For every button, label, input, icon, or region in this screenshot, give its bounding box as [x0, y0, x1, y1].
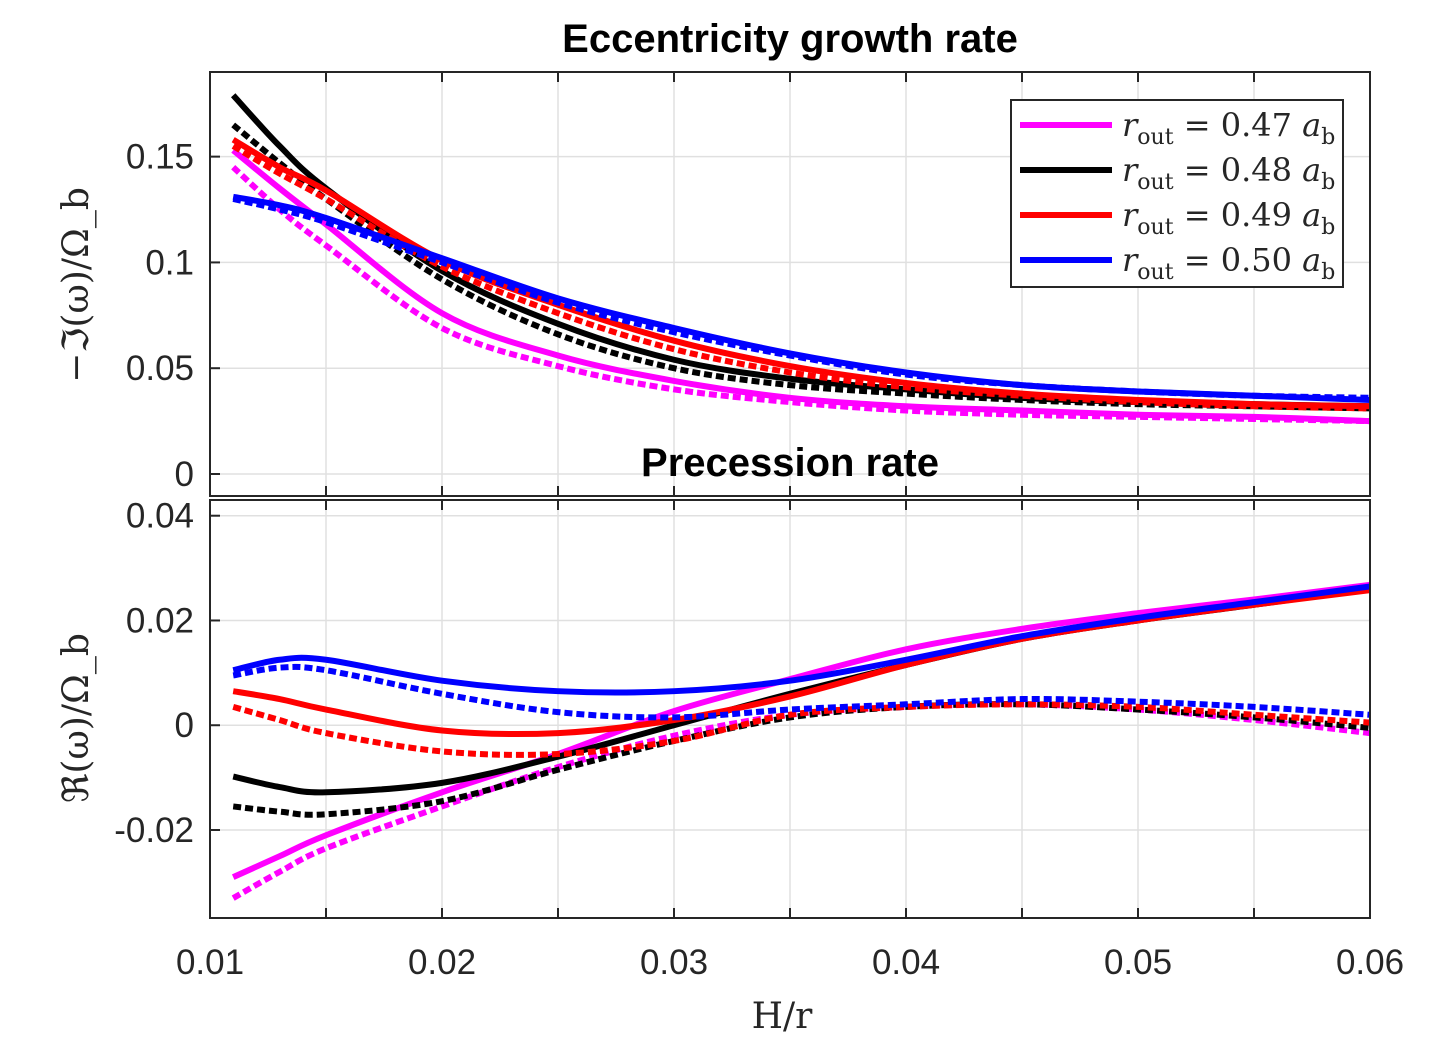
series-line-solid-6: [232, 583, 1371, 696]
x-axis-label: H/r: [752, 996, 814, 1037]
legend-box: [1010, 99, 1344, 288]
axes-box: [209, 499, 1371, 919]
x-tick-label: 0.06: [1336, 943, 1404, 982]
series-line-dashed-1: [231, 164, 1371, 425]
legend-label: rout = 0.47 ab: [1122, 106, 1335, 150]
y-tick-label: 0: [175, 706, 194, 745]
bottom-y-axis-label: ℜ(ω)/Ω_b: [56, 633, 97, 803]
top-y-axis-label: −ℑ(ω)/Ω_b: [56, 187, 97, 383]
y-tick-label: 0.02: [126, 601, 194, 640]
x-tick-label: 0.04: [872, 943, 940, 982]
y-tick-label: 0.05: [126, 349, 194, 388]
series-line-dashed-7: [232, 663, 1371, 721]
series-line-solid-0: [231, 581, 1371, 880]
y-tick-label: 0.15: [126, 138, 194, 177]
precession-rate-panel: -0.02 0 0.02 0.04 0.01 0.02 0.03 0.04 0.05 0.06: [114, 497, 1404, 982]
series-line-dashed-7: [232, 196, 1371, 401]
x-tick-label: 0.01: [176, 943, 244, 982]
axes-box: [209, 71, 1371, 497]
x-tick-label: 0.05: [1104, 943, 1172, 982]
y-tick-label: 0.04: [126, 497, 194, 536]
y-tick-label: 0: [175, 455, 194, 494]
y-tick-label: -0.02: [114, 811, 194, 850]
precession-rate-title: Precession rate: [641, 441, 939, 485]
series-line-dashed-5: [232, 701, 1371, 758]
series-line-dashed-5: [231, 143, 1371, 412]
x-tick-label: 0.03: [640, 943, 708, 982]
legend-label: rout = 0.50 ab: [1122, 241, 1335, 285]
x-tick-label: 0.02: [408, 943, 476, 982]
legend-label: rout = 0.48 ab: [1122, 151, 1335, 195]
growth-rate-title: Eccentricity growth rate: [562, 17, 1018, 61]
y-tick-label: 0.1: [145, 243, 194, 282]
legend-label: rout = 0.49 ab: [1122, 196, 1335, 240]
